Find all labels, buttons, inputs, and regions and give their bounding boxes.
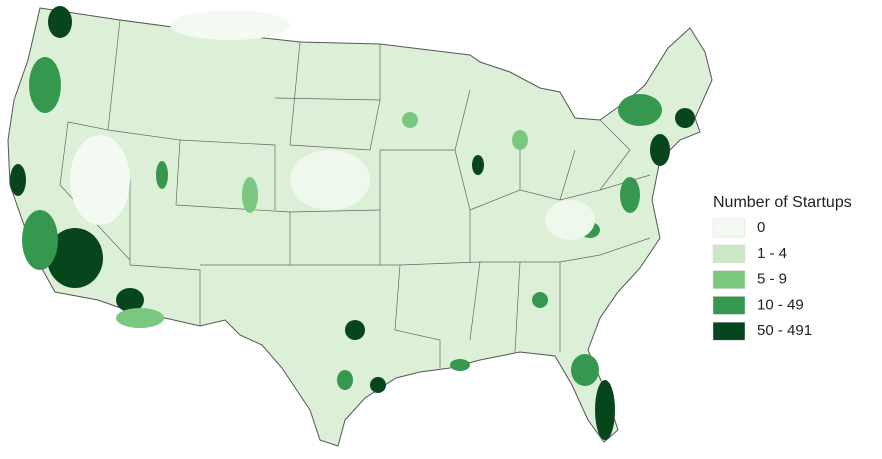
legend-swatch <box>712 244 746 264</box>
county-patch <box>675 108 695 128</box>
county-patch <box>22 210 58 270</box>
legend-swatch <box>712 321 746 341</box>
county-patch <box>618 94 662 126</box>
county-patch <box>620 177 640 213</box>
county-patch <box>70 135 130 225</box>
legend-title: Number of Startups <box>713 194 852 211</box>
county-patches <box>10 6 695 440</box>
county-patch <box>571 354 599 386</box>
county-patch <box>472 155 484 175</box>
county-patch <box>595 380 615 440</box>
county-patch <box>512 130 528 150</box>
county-patch <box>47 228 103 288</box>
county-patch <box>242 177 258 213</box>
county-patch <box>290 150 370 210</box>
county-patch <box>532 292 548 308</box>
state-border <box>59 19 651 368</box>
county-patch <box>116 308 164 328</box>
county-patch <box>170 10 290 40</box>
legend-label: 5 - 9 <box>757 271 787 288</box>
county-patch <box>156 161 168 189</box>
county-patch <box>402 112 418 128</box>
legend: Number of Startups 0 1 - 4 5 - 9 10 - 49 50 … <box>712 194 852 341</box>
legend-label: 0 <box>757 219 765 236</box>
county-patch <box>337 370 353 390</box>
county-patch <box>650 134 670 166</box>
legend-label: 1 - 4 <box>757 245 787 262</box>
legend-swatch <box>712 270 746 289</box>
legend-swatch <box>712 218 746 238</box>
legend-swatch <box>712 296 746 315</box>
us-outline <box>7 7 713 447</box>
county-patch <box>450 359 470 371</box>
county-patch <box>29 57 61 113</box>
legend-label: 50 - 491 <box>757 322 812 339</box>
county-patch <box>116 288 144 312</box>
county-patch <box>370 377 386 393</box>
county-patch <box>545 200 595 240</box>
county-patch <box>48 6 72 38</box>
legend-label: 10 - 49 <box>757 296 804 313</box>
county-patch <box>10 164 26 196</box>
us-county-map <box>7 6 713 447</box>
county-patch <box>345 320 365 340</box>
